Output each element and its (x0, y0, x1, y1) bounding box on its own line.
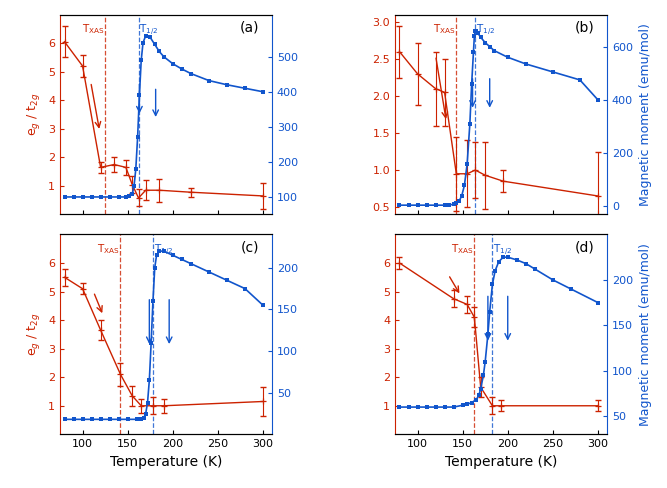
X-axis label: Temperature (K): Temperature (K) (445, 455, 557, 469)
Text: T$_\mathregular{1/2}$: T$_\mathregular{1/2}$ (139, 22, 159, 38)
Text: (d): (d) (574, 241, 594, 254)
X-axis label: Temperature (K): Temperature (K) (110, 455, 222, 469)
Y-axis label: Magnetic moment (emu/mol): Magnetic moment (emu/mol) (638, 23, 652, 206)
Text: (c): (c) (241, 241, 259, 254)
Text: T$_\mathregular{1/2}$: T$_\mathregular{1/2}$ (476, 22, 496, 38)
Text: T$_\mathregular{XAS}$: T$_\mathregular{XAS}$ (97, 243, 119, 256)
Text: T$_\mathregular{XAS}$: T$_\mathregular{XAS}$ (81, 22, 104, 37)
Text: (a): (a) (240, 20, 259, 35)
Y-axis label: e$_g$ / t$_{2g}$: e$_g$ / t$_{2g}$ (25, 312, 43, 356)
Y-axis label: Magnetic moment (emu/mol): Magnetic moment (emu/mol) (638, 243, 652, 426)
Text: T$_\mathregular{1/2}$: T$_\mathregular{1/2}$ (494, 243, 512, 258)
Text: T$_\mathregular{1/2}$: T$_\mathregular{1/2}$ (154, 243, 173, 258)
Text: T$_\mathregular{XAS}$: T$_\mathregular{XAS}$ (433, 22, 456, 37)
Text: (b): (b) (574, 20, 594, 35)
Y-axis label: e$_g$ / t$_{2g}$: e$_g$ / t$_{2g}$ (25, 93, 43, 137)
Text: T$_\mathregular{XAS}$: T$_\mathregular{XAS}$ (451, 243, 474, 256)
